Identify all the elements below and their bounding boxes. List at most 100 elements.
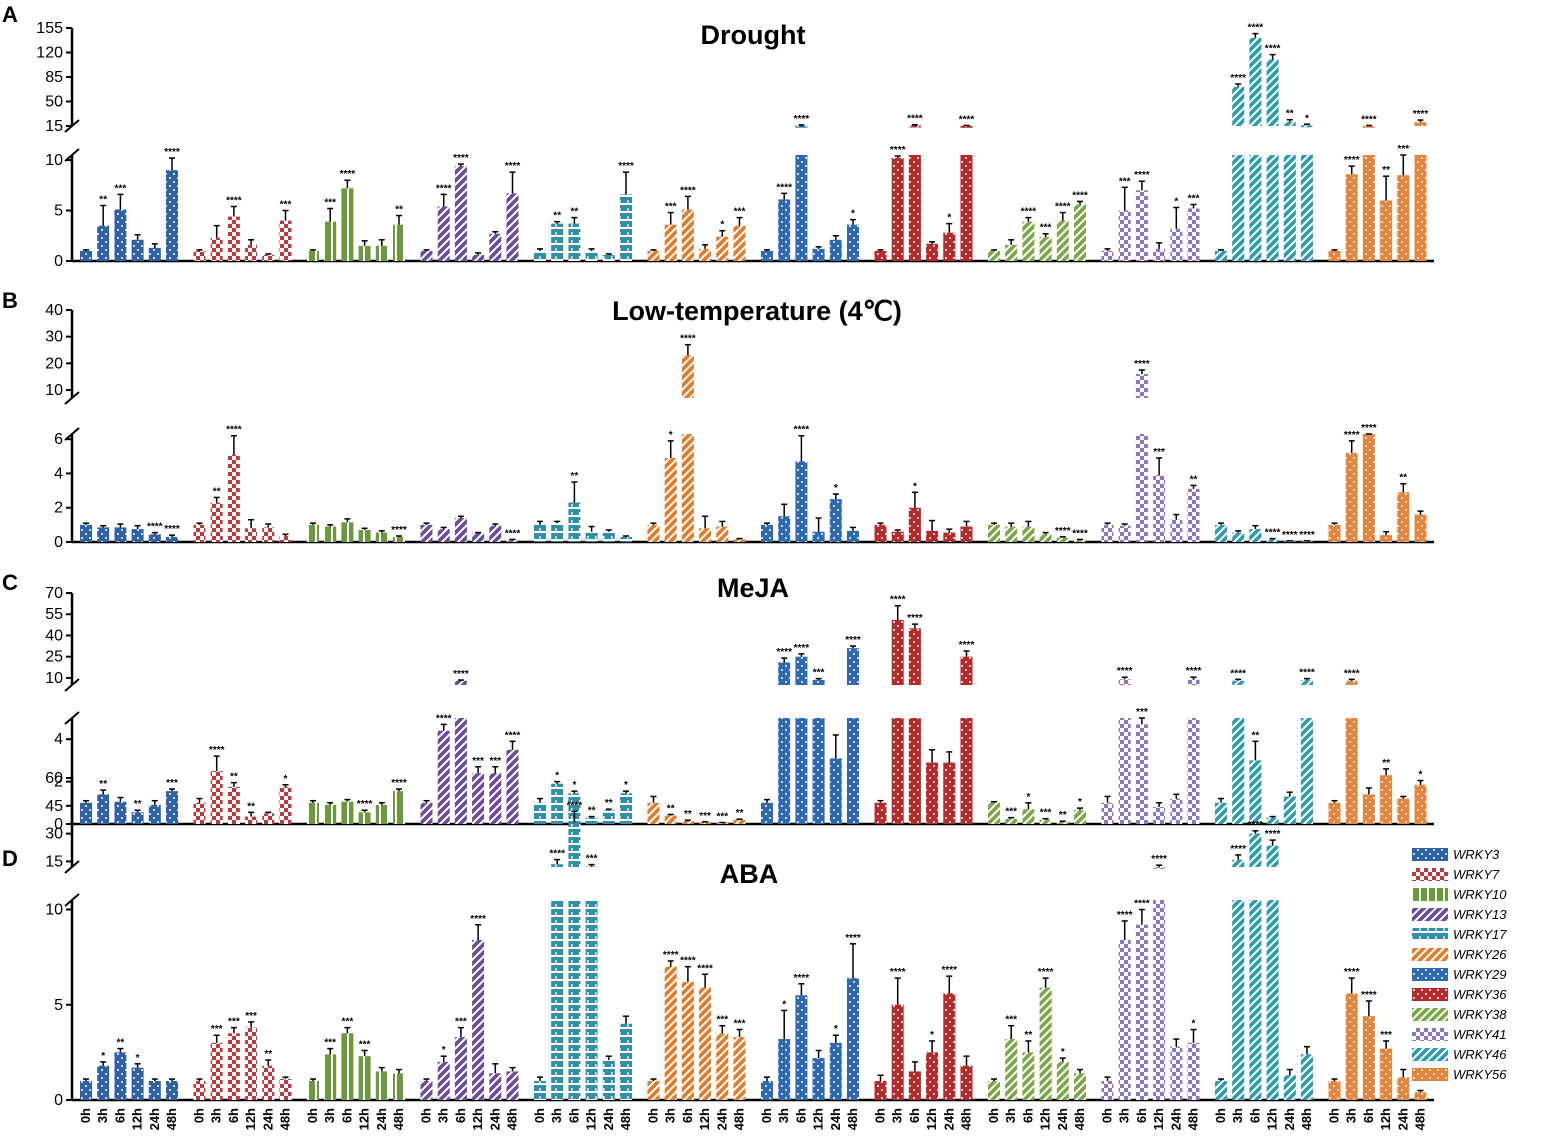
- x-tick-label: 3h: [890, 1108, 905, 1123]
- x-tick-label: 24h: [147, 1108, 162, 1130]
- significance-label: *: [782, 999, 786, 1010]
- x-tick-label: 24h: [1282, 1108, 1297, 1130]
- bar: [908, 1071, 921, 1100]
- significance-label: ****: [890, 967, 906, 978]
- significance-label: **: [1382, 165, 1390, 176]
- bar: [279, 1079, 292, 1100]
- legend-swatch: [1412, 848, 1448, 861]
- significance-label: ****: [1038, 967, 1054, 978]
- panel-letter-b: B: [2, 288, 18, 313]
- bar: [1005, 526, 1018, 542]
- significance-label: ****: [1134, 170, 1150, 181]
- bar: [761, 802, 773, 824]
- significance-label: *: [1419, 770, 1423, 781]
- bar: [1215, 524, 1227, 542]
- bar: [1362, 1016, 1375, 1100]
- bar: [437, 1061, 450, 1100]
- bar: [148, 247, 161, 261]
- significance-label: **: [588, 806, 596, 817]
- bar: [307, 250, 319, 261]
- significance-label: ****: [890, 595, 906, 606]
- y-tick-label: 10: [45, 902, 63, 919]
- bar: [80, 524, 92, 542]
- bar: [891, 718, 904, 824]
- bar: [1249, 529, 1262, 542]
- bar: [472, 533, 485, 542]
- bar: [489, 525, 502, 542]
- bar: [489, 1073, 502, 1100]
- bar: [1266, 817, 1279, 824]
- significance-label: **: [247, 801, 255, 812]
- significance-label: ****: [907, 114, 923, 125]
- significance-label: *: [1026, 792, 1030, 803]
- significance-label: **: [117, 1038, 125, 1049]
- bar: [358, 812, 371, 824]
- bar: [341, 1033, 354, 1100]
- significance-label: ****: [340, 169, 356, 180]
- bar: [166, 1080, 178, 1100]
- significance-label: **: [553, 211, 561, 222]
- significance-label: ****: [1361, 990, 1377, 1001]
- significance-label: ***: [1188, 193, 1200, 204]
- bar: [420, 250, 433, 261]
- x-tick-label: 0h: [305, 1108, 320, 1123]
- significance-label: *: [1078, 797, 1082, 808]
- significance-label: ****: [1361, 423, 1377, 434]
- bar: [778, 718, 791, 824]
- y-tick-label: 2: [54, 500, 63, 517]
- bar: [681, 981, 694, 1100]
- bar: [681, 209, 694, 261]
- x-tick-label: 3h: [95, 1108, 110, 1123]
- bar: [420, 1080, 433, 1100]
- legend-item: WRKY46: [1412, 1047, 1507, 1062]
- bar: [943, 232, 956, 261]
- bar: [341, 801, 354, 824]
- bar: [245, 1027, 258, 1100]
- bar: [1135, 434, 1148, 542]
- significance-label: **: [571, 471, 579, 482]
- x-tick-label: 24h: [260, 1108, 275, 1130]
- bar-upper-segment: [908, 125, 921, 128]
- bar: [375, 532, 388, 542]
- significance-label: *: [930, 1030, 934, 1041]
- x-tick-label: 48h: [1186, 1108, 1201, 1130]
- axis-break-mark: [64, 893, 80, 907]
- bar: [375, 1071, 388, 1100]
- legend-label: WRKY7: [1453, 867, 1500, 882]
- x-tick-label: 0h: [759, 1108, 774, 1123]
- bar: [534, 250, 546, 261]
- bar: [1074, 810, 1086, 824]
- significance-label: *: [101, 1051, 105, 1062]
- significance-label: ***: [1397, 144, 1409, 155]
- significance-label: ****: [1230, 73, 1246, 84]
- bar: [1074, 540, 1086, 542]
- bar: [926, 243, 939, 261]
- bar: [585, 250, 598, 261]
- bar: [1397, 798, 1410, 824]
- axis-break-mark: [64, 427, 80, 441]
- y-tick-label: 5: [54, 997, 63, 1014]
- x-tick-label: 12h: [1151, 1108, 1166, 1130]
- bar: [988, 1080, 1000, 1100]
- bar: [716, 236, 729, 261]
- bar: [1249, 155, 1262, 261]
- y-tick-label: 85: [45, 69, 63, 86]
- bar: [193, 802, 206, 824]
- bar: [699, 248, 712, 261]
- bar: [437, 730, 450, 824]
- bar: [1397, 175, 1410, 261]
- significance-label: ***: [1153, 447, 1165, 458]
- significance-label: ****: [942, 965, 958, 976]
- bar: [568, 502, 581, 542]
- bar: [847, 224, 859, 261]
- bar-upper-segment: [1362, 125, 1375, 128]
- bar: [1187, 1042, 1200, 1100]
- significance-label: ****: [1265, 528, 1281, 539]
- bar-upper-segment: [1135, 374, 1148, 398]
- x-tick-label: 3h: [776, 1108, 791, 1123]
- bar: [148, 804, 161, 824]
- significance-label: **: [736, 808, 744, 819]
- bar: [227, 216, 240, 261]
- bar: [716, 526, 729, 542]
- significance-label: ****: [1299, 530, 1315, 541]
